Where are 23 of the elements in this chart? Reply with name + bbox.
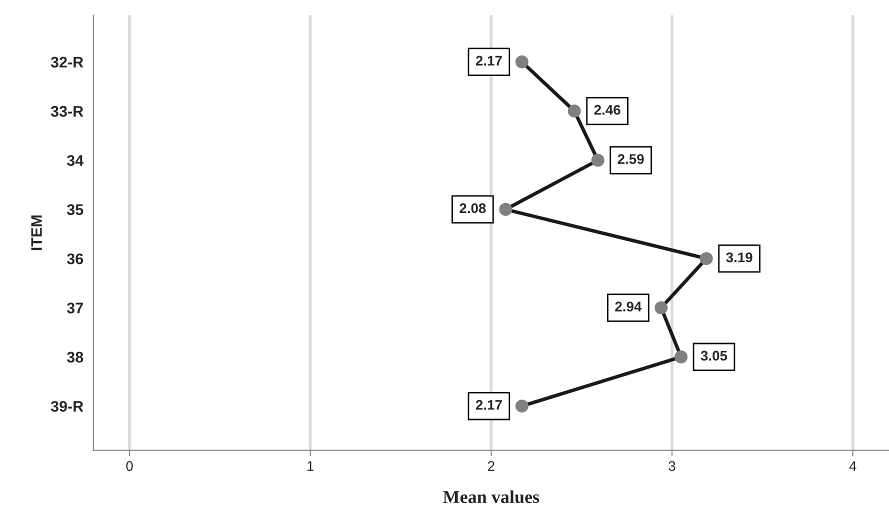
x-tick-label: 1 [308, 461, 314, 471]
y-tick-label: 36 [66, 253, 84, 264]
data-label: 3.19 [726, 252, 752, 262]
data-label: 2.17 [476, 56, 502, 66]
data-label: 2.46 [594, 104, 620, 115]
y-tick-label: 32-R [50, 56, 84, 68]
y-axis-title: ITEM [31, 216, 42, 250]
data-label: 3.05 [700, 350, 728, 361]
y-tick-label: 39-R [50, 400, 84, 412]
y-tick-label: 33-R [50, 106, 84, 117]
x-tick-label: 2 [488, 461, 494, 471]
data-label: 2.17 [476, 400, 502, 410]
data-label: 2.59 [618, 154, 644, 164]
y-tick-label: 38 [66, 352, 84, 363]
x-axis-title: Mean values [443, 490, 540, 504]
y-tick-label: 34 [66, 155, 84, 166]
x-tick-label: 0 [126, 461, 133, 471]
data-label: 2.94 [615, 302, 642, 312]
data-label: 2.08 [460, 203, 486, 214]
x-tick-label: 4 [849, 461, 856, 471]
y-tick-label: 37 [66, 302, 83, 314]
y-tick-label: 35 [66, 204, 84, 216]
x-tick-label: 3 [668, 461, 676, 471]
